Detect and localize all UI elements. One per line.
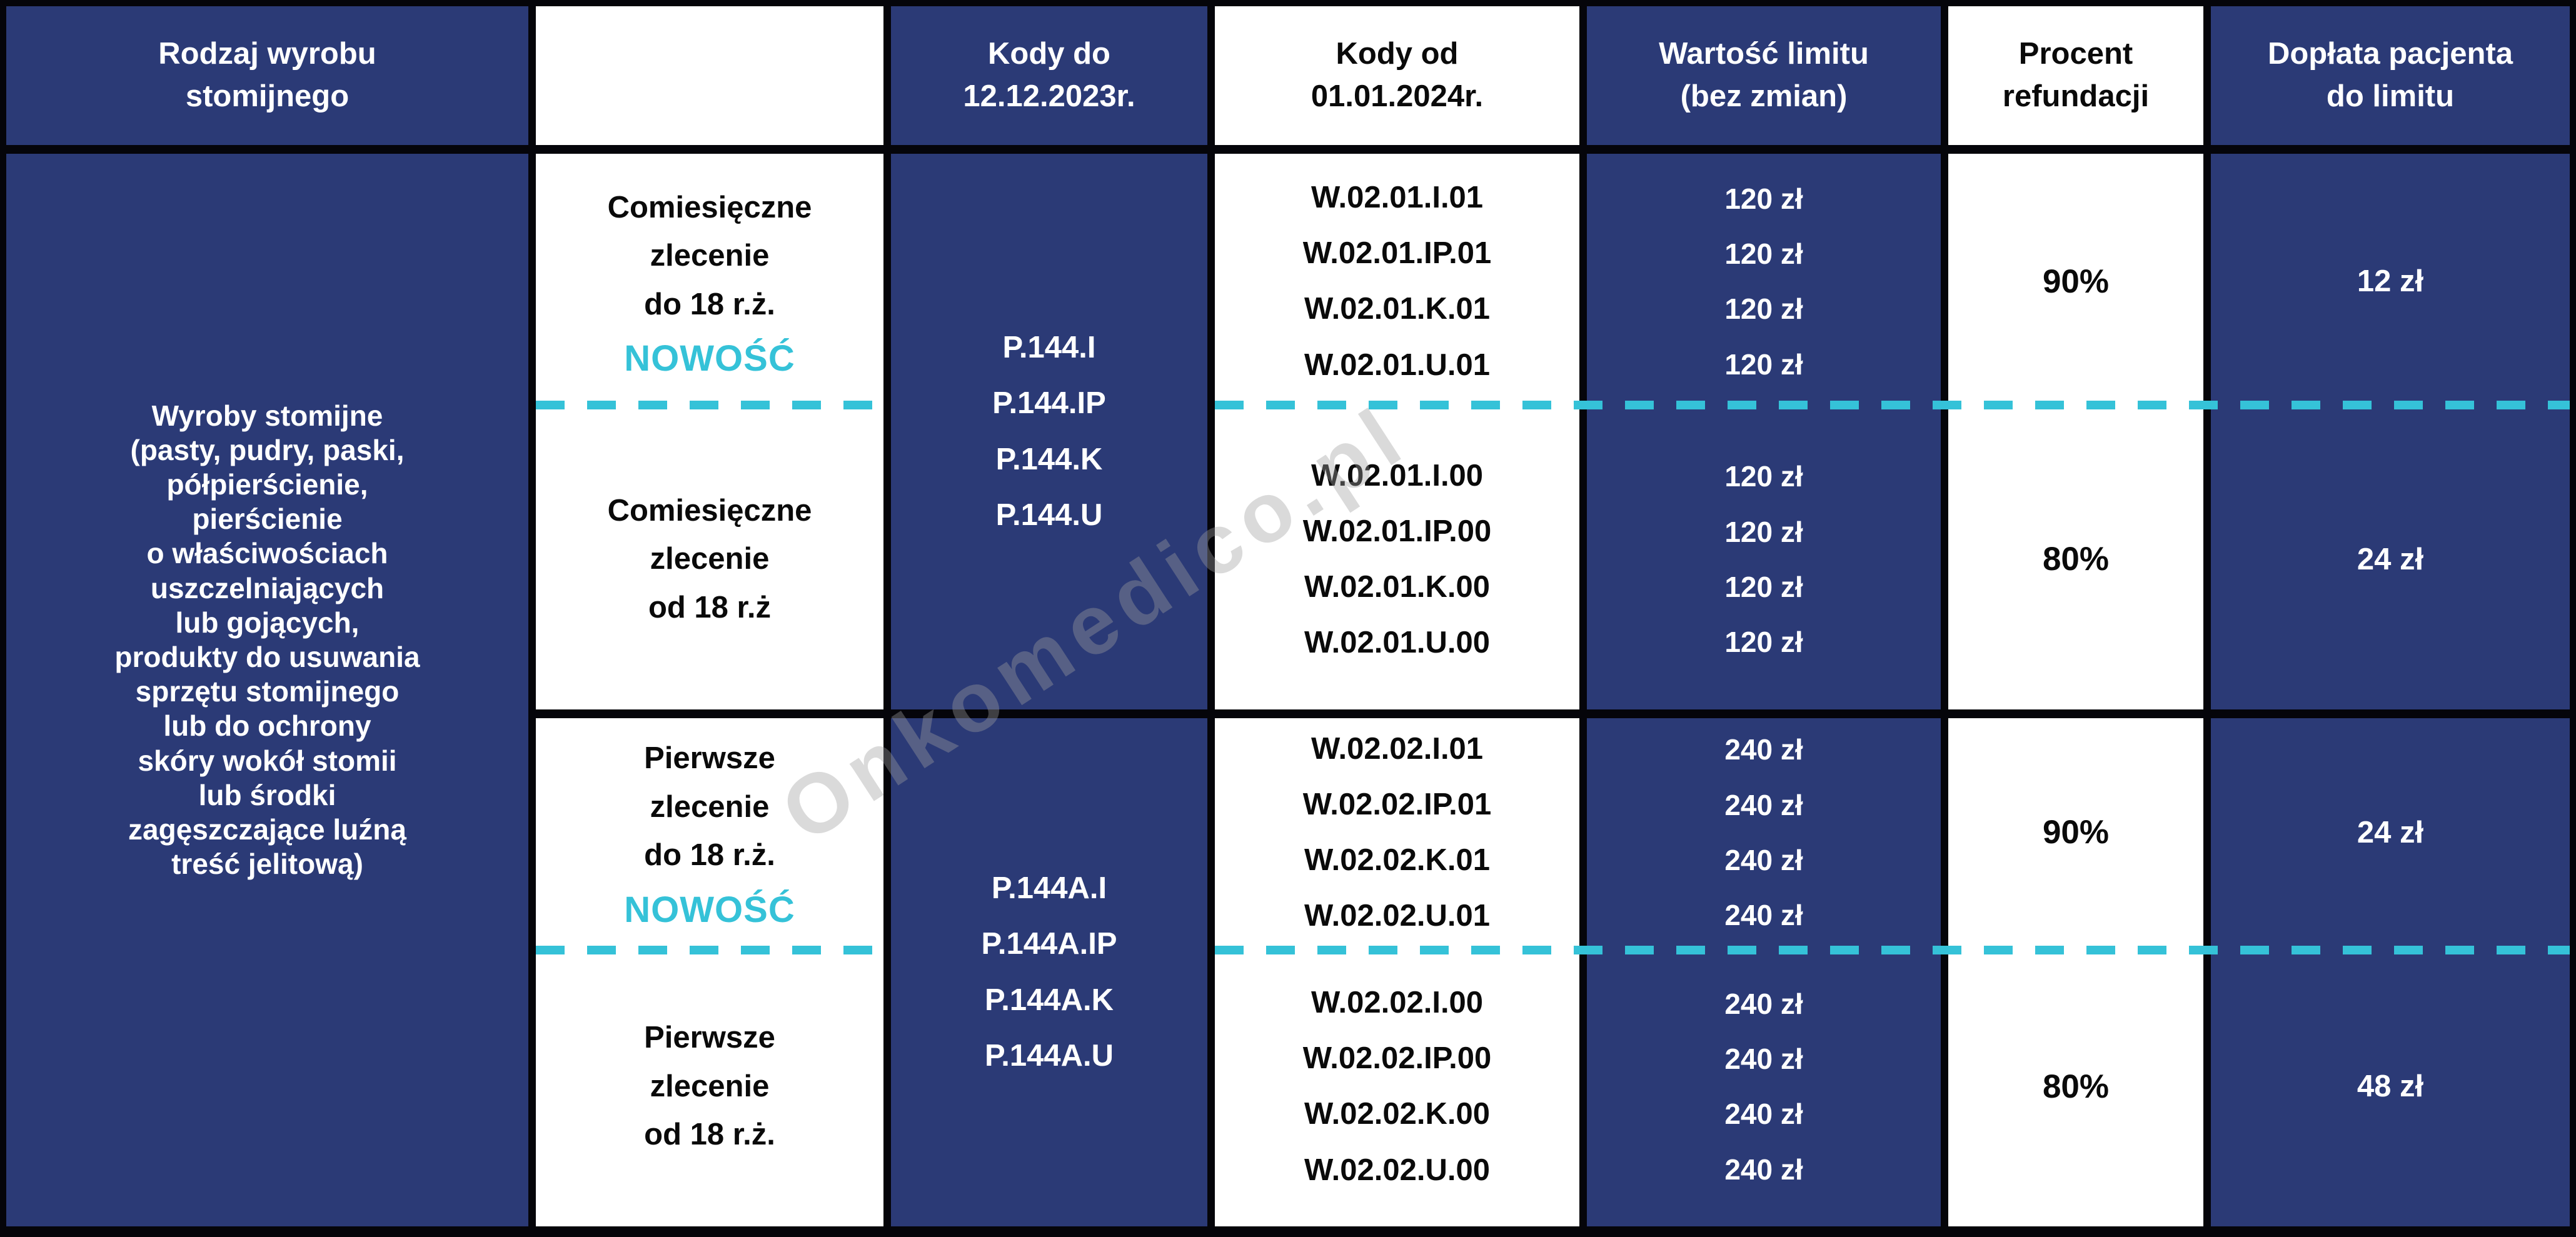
copay-group2-cell: 24 zł 48 zł	[2211, 718, 2570, 1226]
new-codes-row4-text: W.02.02.I.00 W.02.02.IP.00 W.02.02.K.00 …	[1302, 986, 1492, 1187]
nowosc-badge-row1: NOWOŚĆ	[624, 338, 795, 379]
dashed-separator-row3-right	[1215, 946, 2570, 954]
old-codes-group2-text: P.144A.I P.144A.IP P.144A.K P.144A.U	[981, 871, 1117, 1073]
header-product-type: Rodzaj wyrobu stomijnego	[6, 6, 528, 145]
new-codes-group1-cell: W.02.01.I.01 W.02.01.IP.01 W.02.01.K.01 …	[1215, 154, 1579, 709]
new-codes-row2: W.02.01.I.00 W.02.01.IP.00 W.02.01.K.00 …	[1215, 409, 1579, 709]
refund-row2: 80%	[1948, 409, 2203, 709]
header-order-type	[536, 6, 883, 145]
limit-group2-cell: 240 zł 240 zł 240 zł 240 zł 240 zł 240 z…	[1587, 718, 1941, 1226]
order-type-row1-text: Comiesięczne zlecenie do 18 r.ż.	[607, 190, 812, 321]
refund-row1: 90%	[1948, 154, 2203, 409]
new-codes-row1-text: W.02.01.I.01 W.02.01.IP.01 W.02.01.K.01 …	[1302, 181, 1492, 382]
order-type-row4: Pierwsze zlecenie od 18 r.ż.	[536, 947, 883, 1226]
order-type-row3: Pierwsze zlecenie do 18 r.ż. NOWOŚĆ	[536, 718, 883, 947]
new-codes-row1: W.02.01.I.01 W.02.01.IP.01 W.02.01.K.01 …	[1215, 154, 1579, 409]
order-type-row4-text: Pierwsze zlecenie od 18 r.ż.	[644, 1021, 775, 1152]
nowosc-badge-row3: NOWOŚĆ	[624, 889, 795, 930]
limit-row3-text: 240 zł 240 zł 240 zł 240 zł	[1724, 733, 1803, 932]
new-codes-group2-cell: W.02.02.I.01 W.02.02.IP.01 W.02.02.K.01 …	[1215, 718, 1579, 1226]
refund-row2-text: 80%	[2042, 541, 2110, 578]
limit-row1: 120 zł 120 zł 120 zł 120 zł	[1587, 154, 1941, 409]
copay-row2-text: 24 zł	[2357, 542, 2424, 576]
header-patient-copay: Dopłata pacjenta do limitu	[2211, 6, 2570, 145]
order-type-group2-cell: Pierwsze zlecenie do 18 r.ż. NOWOŚĆ Pier…	[536, 718, 883, 1226]
header-codes-until-label: Kody do 12.12.2023r.	[963, 37, 1135, 113]
limit-row2: 120 zł 120 zł 120 zł 120 zł	[1587, 409, 1941, 709]
header-patient-copay-label: Dopłata pacjenta do limitu	[2267, 37, 2513, 113]
limit-group1-cell: 120 zł 120 zł 120 zł 120 zł 120 zł 120 z…	[1587, 154, 1941, 709]
header-product-type-label: Rodzaj wyrobu stomijnego	[158, 37, 376, 113]
limit-row4-text: 240 zł 240 zł 240 zł 240 zł	[1724, 987, 1803, 1186]
refund-row3-text: 90%	[2042, 814, 2110, 851]
refund-row4: 80%	[1948, 947, 2203, 1226]
refund-group1-cell: 90% 80%	[1948, 154, 2203, 709]
copay-row3-text: 24 zł	[2357, 815, 2424, 849]
order-type-row1: Comiesięczne zlecenie do 18 r.ż. NOWOŚĆ	[536, 154, 883, 409]
dashed-separator-row1-left	[536, 401, 883, 409]
old-codes-group1-text: P.144.I P.144.IP P.144.K P.144.U	[992, 331, 1106, 532]
old-codes-group1-cell: P.144.I P.144.IP P.144.K P.144.U	[891, 154, 1207, 709]
order-type-row2: Comiesięczne zlecenie od 18 r.ż	[536, 409, 883, 709]
order-type-row2-text: Comiesięczne zlecenie od 18 r.ż	[607, 493, 812, 624]
new-codes-row2-text: W.02.01.I.00 W.02.01.IP.00 W.02.01.K.00 …	[1302, 458, 1492, 660]
header-refund-percent: Procent refundacji	[1948, 6, 2203, 145]
copay-row2: 24 zł	[2211, 409, 2570, 709]
copay-row4-text: 48 zł	[2357, 1069, 2424, 1104]
order-type-group1-cell: Comiesięczne zlecenie do 18 r.ż. NOWOŚĆ …	[536, 154, 883, 709]
refund-row3: 90%	[1948, 718, 2203, 947]
refund-row4-text: 80%	[2042, 1068, 2110, 1105]
order-type-row3-text: Pierwsze zlecenie do 18 r.ż.	[644, 741, 775, 873]
copay-row1: 12 zł	[2211, 154, 2570, 409]
new-codes-row3-text: W.02.02.I.01 W.02.02.IP.01 W.02.02.K.01 …	[1302, 731, 1492, 933]
header-refund-percent-label: Procent refundacji	[2002, 37, 2150, 113]
refund-group2-cell: 90% 80%	[1948, 718, 2203, 1226]
copay-row4: 48 zł	[2211, 947, 2570, 1226]
copay-row3: 24 zł	[2211, 718, 2570, 947]
product-description-text: Wyroby stomijne (pasty, pudry, paski, pó…	[114, 399, 420, 881]
product-description-cell: Wyroby stomijne (pasty, pudry, paski, pó…	[6, 154, 528, 1226]
new-codes-row3: W.02.02.I.01 W.02.02.IP.01 W.02.02.K.01 …	[1215, 718, 1579, 947]
limit-row2-text: 120 zł 120 zł 120 zł 120 zł	[1724, 460, 1803, 659]
limit-row1-text: 120 zł 120 zł 120 zł 120 zł	[1724, 182, 1803, 381]
refund-row1-text: 90%	[2042, 263, 2110, 300]
dashed-separator-row1-right	[1215, 401, 2570, 409]
copay-group1-cell: 12 zł 24 zł	[2211, 154, 2570, 709]
new-codes-row4: W.02.02.I.00 W.02.02.IP.00 W.02.02.K.00 …	[1215, 947, 1579, 1226]
header-limit-value: Wartość limitu (bez zmian)	[1587, 6, 1941, 145]
copay-row1-text: 12 zł	[2357, 264, 2424, 299]
limit-row4: 240 zł 240 zł 240 zł 240 zł	[1587, 947, 1941, 1226]
dashed-separator-row3-left	[536, 946, 883, 954]
old-codes-group2-cell: P.144A.I P.144A.IP P.144A.K P.144A.U	[891, 718, 1207, 1226]
header-codes-until: Kody do 12.12.2023r.	[891, 6, 1207, 145]
header-codes-from: Kody od 01.01.2024r.	[1215, 6, 1579, 145]
header-codes-from-label: Kody od 01.01.2024r.	[1311, 37, 1484, 113]
limit-row3: 240 zł 240 zł 240 zł 240 zł	[1587, 718, 1941, 947]
header-limit-value-label: Wartość limitu (bez zmian)	[1659, 37, 1869, 113]
